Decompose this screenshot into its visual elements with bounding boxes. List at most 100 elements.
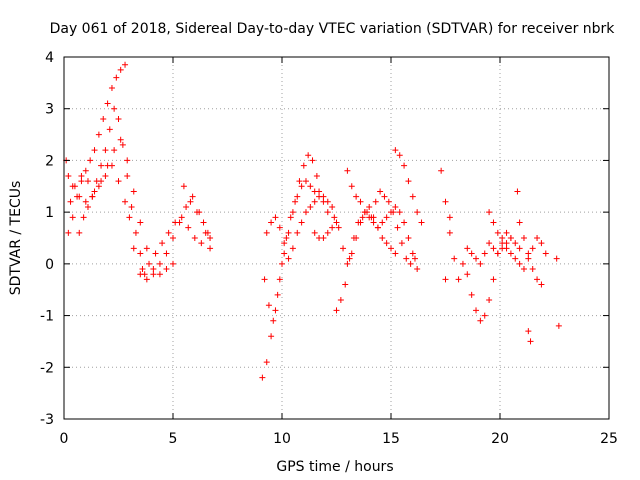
- data-point: [333, 307, 340, 314]
- data-point: [374, 224, 381, 231]
- data-point: [442, 276, 449, 283]
- data-point: [122, 198, 129, 205]
- data-point: [276, 276, 283, 283]
- data-point: [87, 157, 94, 164]
- data-point: [405, 178, 412, 185]
- x-tick-label: 15: [382, 431, 400, 447]
- x-tick-label: 10: [273, 431, 291, 447]
- data-point: [69, 214, 76, 221]
- series-arc-h: [259, 178, 336, 381]
- data-point: [263, 359, 270, 366]
- data-point: [438, 167, 445, 174]
- data-point: [137, 219, 144, 226]
- x-tick-label: 20: [491, 431, 509, 447]
- data-point: [82, 198, 89, 205]
- x-tick-label: 5: [169, 431, 178, 447]
- data-point: [442, 198, 449, 205]
- data-point: [507, 235, 514, 241]
- data-point: [396, 209, 403, 216]
- series-arc-c: [67, 136, 176, 278]
- data-point: [170, 260, 176, 267]
- data-point: [379, 219, 386, 226]
- data-point: [446, 214, 453, 221]
- data-point: [379, 235, 386, 241]
- data-point: [344, 260, 351, 267]
- data-point: [514, 188, 521, 195]
- data-point: [388, 209, 394, 216]
- data-point: [198, 240, 205, 247]
- data-point: [377, 188, 384, 195]
- series-arc-r: [486, 209, 549, 273]
- data-point: [76, 229, 83, 236]
- data-point: [499, 235, 506, 241]
- data-point: [383, 214, 390, 221]
- series-arc-m: [333, 188, 418, 314]
- y-tick-label: 4: [45, 50, 54, 66]
- x-tick-label: 0: [60, 431, 69, 447]
- series-arc-e: [130, 193, 214, 283]
- data-point: [84, 178, 91, 185]
- data-point: [287, 214, 294, 221]
- data-point: [84, 203, 91, 210]
- y-axis-title: SDTVAR / TECUs: [8, 181, 24, 296]
- data-point: [146, 260, 153, 267]
- data-point: [113, 74, 120, 81]
- data-point: [300, 162, 307, 169]
- data-point: [137, 250, 144, 257]
- series-arc-g: [180, 183, 214, 241]
- data-point: [193, 209, 200, 216]
- data-point: [119, 141, 126, 148]
- series-arc-i: [261, 152, 320, 324]
- data-point: [486, 240, 493, 247]
- data-point: [65, 172, 72, 179]
- data-point: [285, 229, 292, 236]
- data-point: [200, 219, 207, 226]
- data-point: [159, 240, 166, 247]
- data-point: [329, 203, 336, 210]
- data-point: [82, 167, 89, 174]
- y-tick-label: 0: [45, 257, 54, 273]
- series-arc-j: [263, 193, 331, 262]
- data-point: [130, 245, 137, 252]
- axis-ticks: [63, 56, 610, 420]
- data-point: [366, 203, 373, 210]
- data-point: [409, 193, 416, 200]
- data-point: [520, 235, 527, 241]
- y-tick-label: -1: [40, 309, 54, 325]
- data-point: [111, 147, 118, 154]
- data-point: [481, 312, 488, 319]
- data-point: [392, 203, 399, 210]
- data-point: [150, 266, 157, 273]
- y-tick-labels: -3 -2 -1 0 1 2 3 4: [40, 50, 54, 428]
- data-point: [313, 172, 320, 179]
- data-point: [542, 250, 549, 257]
- data-point: [124, 157, 131, 164]
- data-point: [204, 229, 211, 236]
- data-point: [398, 240, 405, 247]
- data-point: [490, 219, 497, 226]
- data-point: [468, 250, 475, 257]
- data-point: [455, 276, 462, 283]
- data-point: [355, 219, 362, 226]
- data-point: [324, 209, 331, 216]
- data-point: [91, 147, 98, 154]
- data-point: [459, 260, 466, 267]
- data-point: [414, 209, 421, 216]
- data-point: [272, 214, 279, 221]
- data-point: [520, 266, 527, 273]
- data-point: [302, 209, 309, 216]
- data-point: [115, 116, 122, 123]
- data-point: [143, 276, 150, 283]
- data-point: [65, 229, 72, 236]
- data-point: [525, 255, 532, 262]
- data-point: [396, 152, 403, 159]
- data-point: [401, 219, 408, 226]
- data-point: [316, 188, 323, 195]
- data-point: [163, 266, 170, 273]
- data-point: [307, 183, 314, 190]
- data-point: [494, 229, 501, 236]
- data-point: [451, 255, 458, 262]
- data-point: [418, 219, 425, 226]
- data-point: [178, 214, 185, 221]
